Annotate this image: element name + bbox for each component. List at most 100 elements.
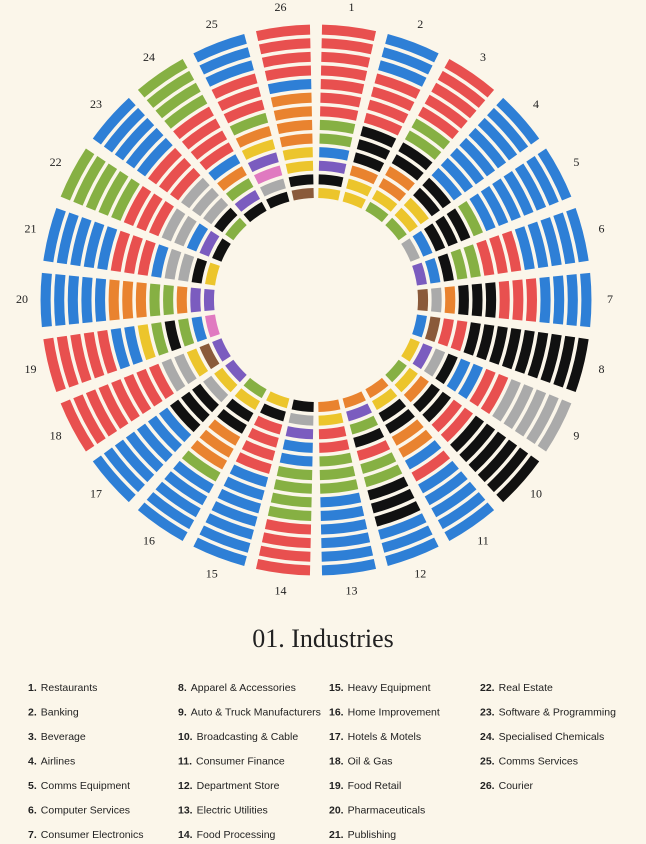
ring-arc [70, 333, 92, 383]
ring-arc [349, 165, 379, 185]
ring-arc [476, 239, 495, 276]
ring-arc [417, 288, 429, 312]
ring-arc [385, 359, 407, 383]
ring-arc [186, 348, 209, 377]
legend-number: 26. [480, 780, 495, 792]
ring-arc [503, 384, 534, 429]
ring-arc [161, 208, 186, 242]
ring-arc [360, 452, 397, 474]
ring-arc [217, 488, 262, 514]
ring-arc [435, 353, 458, 385]
legend-number: 25. [480, 755, 495, 767]
legend-number: 17. [329, 731, 344, 743]
ring-arc [437, 70, 486, 108]
ring-arc [319, 439, 350, 453]
ring-arc [385, 537, 439, 566]
ring-arc [320, 492, 362, 508]
ring-arc [360, 126, 397, 148]
ring-arc [418, 460, 459, 494]
legend-entry: 17. Hotels & Motels [329, 731, 421, 743]
ring-arc [537, 148, 572, 201]
ring-arc [276, 465, 313, 481]
ring-arc [353, 152, 385, 173]
wedge-label: 21 [25, 221, 37, 235]
ring-arc [205, 513, 254, 540]
wedge-label: 25 [206, 17, 218, 31]
legend-number: 11. [178, 755, 192, 767]
ring-arc [123, 374, 152, 415]
ring-arc [173, 106, 214, 140]
legend-name: Computer Services [41, 804, 130, 816]
ring-arc [320, 92, 362, 108]
ring-arc [446, 208, 471, 242]
ring-arc [235, 452, 272, 474]
legend-entry: 23. Software & Programming [480, 706, 616, 718]
ring-arc [67, 275, 80, 325]
ring-arc [43, 208, 66, 263]
ring-arc [193, 537, 247, 566]
ring-arc [161, 358, 186, 392]
legend-name: Airlines [41, 755, 75, 767]
ring-arc [155, 481, 201, 518]
legend-entry: 21. Publishing [329, 829, 396, 841]
wedge-label: 4 [533, 97, 539, 111]
wedge-label: 2 [417, 17, 423, 31]
ring-arc [276, 119, 313, 135]
ring-arc [319, 119, 356, 135]
legend-name: Comms Services [499, 755, 578, 767]
wedge-label: 13 [345, 584, 357, 598]
ring-arc [151, 322, 169, 356]
legend-entry: 15. Heavy Equipment [329, 682, 431, 694]
ring-arc [98, 384, 129, 429]
legend-entry: 19. Food Retail [329, 780, 401, 792]
ring-arc [258, 545, 311, 562]
legend-entry: 12. Department Store [178, 780, 280, 792]
ring-arc [394, 367, 418, 393]
legend-entry: 18. Oil & Gas [329, 755, 393, 767]
ring-arc [285, 160, 314, 174]
ring-arc [444, 286, 456, 314]
wedge-label: 6 [598, 221, 604, 235]
ring-arc [123, 185, 152, 226]
chart-title: 01. Industries [252, 624, 394, 653]
ring-arc [158, 157, 192, 193]
wedge-label: 1 [348, 0, 354, 14]
ring-arc [135, 282, 147, 318]
ring-arc [320, 79, 365, 95]
legend-number: 20. [329, 804, 344, 816]
ring-arc [378, 513, 427, 540]
ring-arc [199, 142, 234, 171]
legend-name: Restaurants [41, 682, 98, 694]
legend-entry: 10. Broadcasting & Cable [178, 731, 298, 743]
ring-arc [318, 426, 347, 440]
legend-name: Banking [41, 706, 79, 718]
ring-arc [320, 505, 365, 521]
ring-arc [527, 331, 549, 379]
ring-arc [147, 415, 182, 453]
legend-name: Courier [499, 780, 534, 792]
ring-arc [124, 326, 143, 365]
ring-arc [170, 399, 201, 433]
wedge-label: 24 [143, 50, 155, 64]
ring-arc [164, 94, 208, 129]
ring-arc [424, 471, 468, 506]
legend-entry: 22. Real Estate [480, 682, 553, 694]
ring-arc [459, 423, 496, 463]
ring-arc [404, 440, 442, 470]
wedge-label: 20 [16, 292, 28, 306]
legend-entry: 6. Computer Services [28, 804, 130, 816]
ring-arc [318, 174, 344, 188]
ring-arc [243, 201, 267, 223]
ring-arc [217, 166, 247, 192]
ring-arc [203, 375, 229, 403]
ring-arc [191, 258, 208, 284]
ring-arc [110, 328, 131, 370]
ring-arc [164, 471, 208, 506]
ring-arc [81, 276, 93, 324]
ring-arc [381, 525, 433, 553]
ring-arc [437, 253, 454, 282]
ring-arc [320, 519, 368, 535]
ring-arc [114, 439, 155, 483]
ring-arc [155, 82, 201, 119]
ring-arc [412, 314, 427, 338]
